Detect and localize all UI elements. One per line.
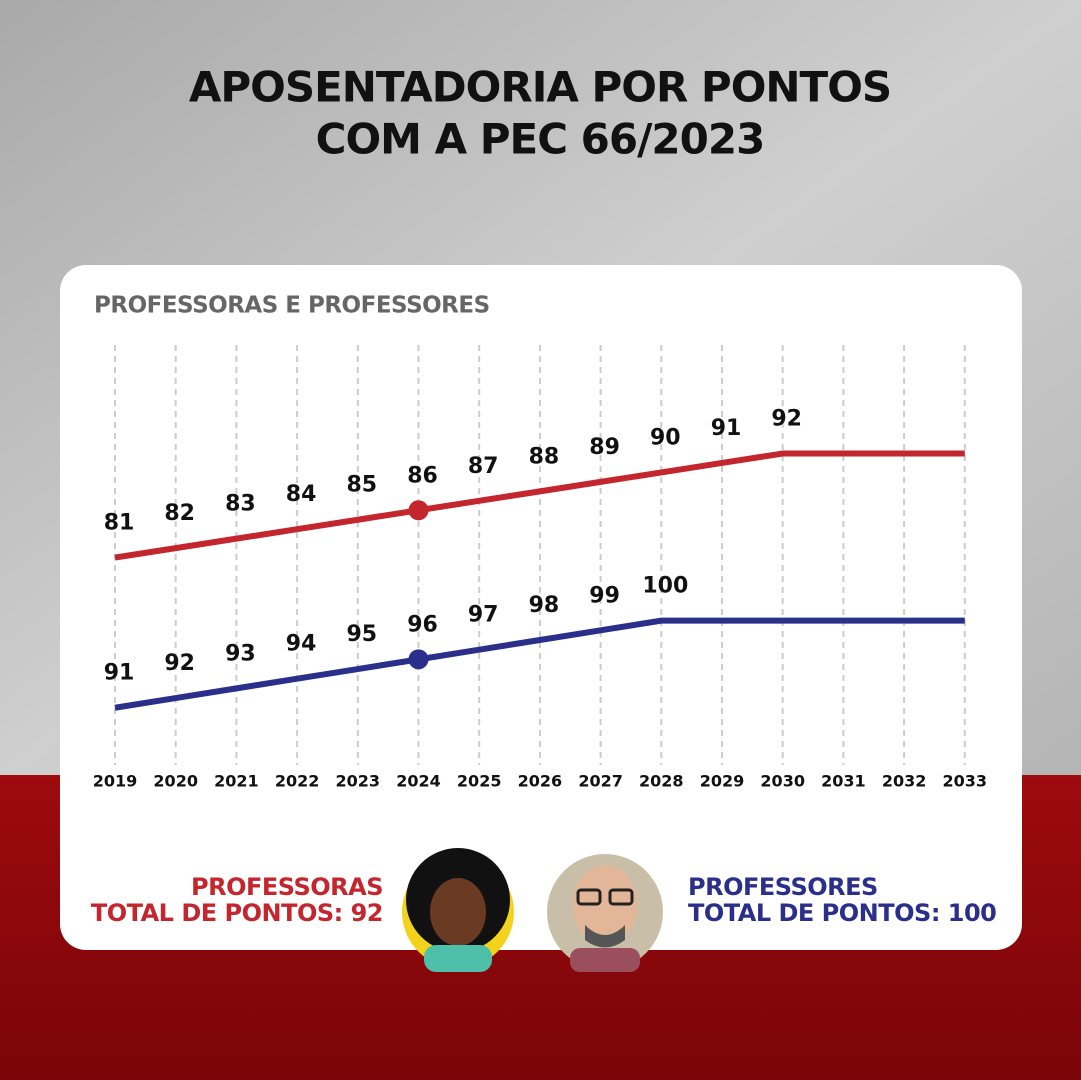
x-tick-label: 2031 (821, 772, 866, 791)
data-label: 95 (346, 622, 377, 647)
data-label: 92 (164, 651, 195, 676)
x-tick-label: 2021 (214, 772, 259, 791)
legend-name: PROFESSORES (688, 873, 878, 901)
data-label: 91 (711, 416, 742, 441)
data-label: 83 (225, 492, 256, 517)
series-line (114, 450, 965, 561)
x-tick-label: 2026 (518, 772, 563, 791)
subtitle: PROFESSORAS E PROFESSORES (94, 293, 490, 319)
x-tick-label: 2023 (336, 772, 381, 791)
series-line (114, 617, 965, 711)
data-label: 91 (104, 661, 135, 686)
data-label: 88 (529, 444, 560, 469)
highlight-marker (408, 500, 429, 521)
x-tick-label: 2027 (578, 772, 623, 791)
avatar-female (402, 848, 514, 972)
legend-total: TOTAL DE PONTOS: 92 (91, 899, 383, 927)
data-label: 87 (468, 454, 499, 479)
x-tick-label: 2030 (760, 772, 805, 791)
legend-total: TOTAL DE PONTOS: 100 (688, 899, 996, 927)
data-label: 85 (346, 473, 377, 498)
data-label: 82 (164, 501, 195, 526)
x-tick-label: 2032 (882, 772, 927, 791)
data-label: 96 (407, 612, 438, 637)
x-tick-label: 2022 (275, 772, 320, 791)
x-tick-label: 2019 (93, 772, 138, 791)
card (60, 265, 1022, 950)
avatar-male (547, 854, 663, 972)
data-label: 81 (104, 511, 135, 536)
title: APOSENTADORIA POR PONTOS (189, 63, 891, 112)
data-label: 92 (771, 407, 802, 432)
data-label: 93 (225, 641, 256, 666)
data-label: 98 (529, 593, 560, 618)
x-tick-label: 2024 (396, 772, 441, 791)
data-label: 94 (286, 632, 317, 657)
x-tick-label: 2028 (639, 772, 684, 791)
data-label: 84 (286, 482, 317, 507)
data-label: 97 (468, 603, 499, 628)
data-label: 86 (407, 463, 438, 488)
data-label: 90 (650, 425, 681, 450)
x-tick-label: 2033 (943, 772, 988, 791)
title: COM A PEC 66/2023 (316, 115, 765, 164)
data-label: 89 (589, 435, 620, 460)
legend-name: PROFESSORAS (191, 873, 383, 901)
data-label: 100 (642, 574, 688, 599)
x-tick-label: 2020 (153, 772, 198, 791)
x-tick-label: 2029 (700, 772, 745, 791)
data-label: 99 (589, 583, 620, 608)
highlight-marker (408, 649, 429, 670)
x-tick-label: 2025 (457, 772, 502, 791)
